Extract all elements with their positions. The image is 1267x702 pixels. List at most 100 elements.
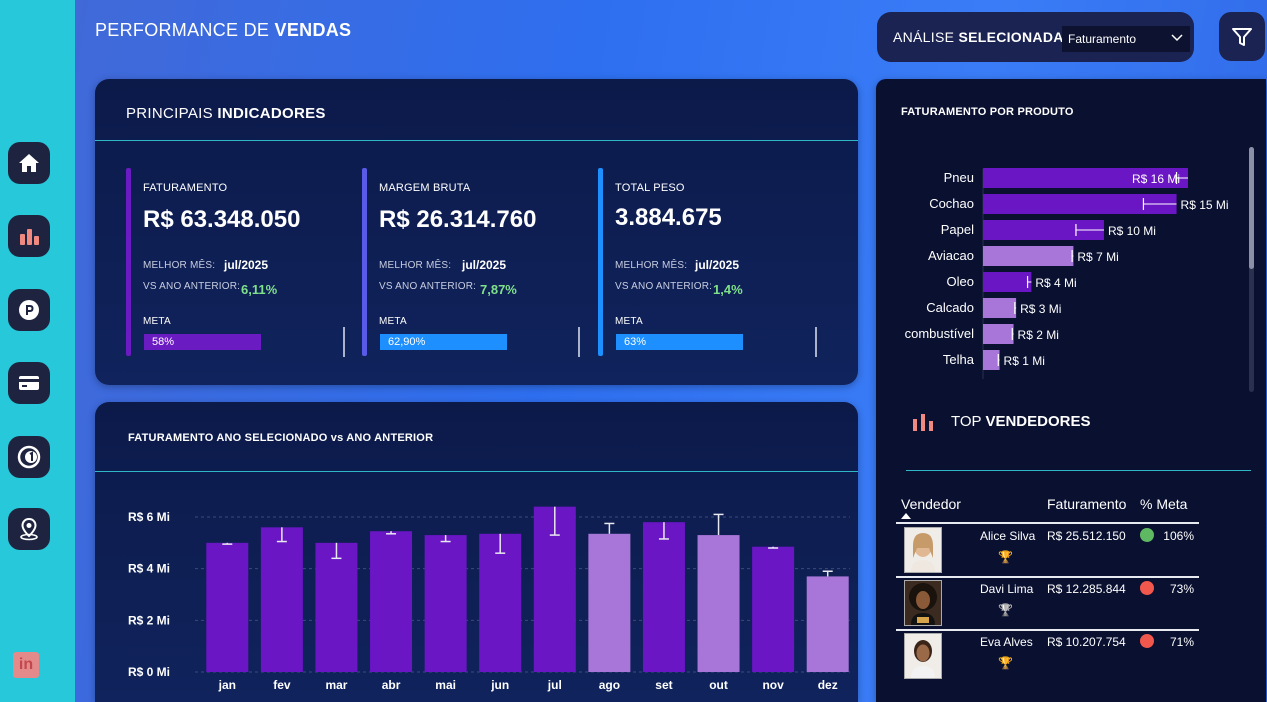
kpi-accent-bar bbox=[362, 168, 367, 356]
parking-icon bbox=[19, 300, 39, 320]
nav-parking-button[interactable] bbox=[8, 289, 50, 331]
best-month-value: jul/2025 bbox=[224, 258, 269, 272]
x-tick-label: abr bbox=[382, 678, 401, 692]
bar-mai bbox=[424, 535, 467, 672]
meta-label: META bbox=[143, 316, 171, 327]
sort-ascending-icon[interactable] bbox=[901, 513, 911, 519]
column-header-faturamento[interactable]: Faturamento bbox=[1047, 496, 1127, 512]
x-tick-label: nov bbox=[762, 678, 784, 692]
bar-abr bbox=[370, 531, 413, 672]
kpi-label: TOTAL PESO bbox=[615, 182, 685, 194]
bar-jun bbox=[479, 533, 522, 672]
avatar bbox=[904, 580, 942, 626]
kpi-panel: PRINCIPAIS INDICADORES FATURAMENTO R$ 63… bbox=[95, 79, 858, 385]
scrollbar-thumb[interactable] bbox=[1249, 147, 1254, 269]
number-one-icon bbox=[17, 445, 41, 469]
seller-name: Davi Lima bbox=[980, 582, 1034, 596]
avatar bbox=[904, 633, 942, 679]
category-label: combustível bbox=[905, 326, 974, 341]
bar-ago bbox=[588, 533, 631, 672]
product-chart-title: FATURAMENTO POR PRODUTO bbox=[901, 106, 1074, 118]
status-dot bbox=[1140, 528, 1154, 542]
bar-fev bbox=[260, 527, 303, 672]
bar-Aviacao bbox=[983, 246, 1074, 266]
analysis-selector: ANÁLISE SELECIONADA: Faturamento bbox=[877, 12, 1194, 62]
category-label: Cochao bbox=[929, 196, 974, 211]
category-label: Telha bbox=[943, 352, 975, 367]
bar-jan bbox=[206, 542, 249, 672]
nav-home-button[interactable] bbox=[8, 142, 50, 184]
x-tick-label: jan bbox=[218, 678, 236, 692]
meta-target-line bbox=[578, 327, 580, 357]
data-label: R$ 4 Mi bbox=[1035, 276, 1076, 290]
top-heading-bold: VENDEDORES bbox=[985, 413, 1091, 430]
data-label: R$ 1 Mi bbox=[1004, 354, 1045, 368]
bar-Oleo bbox=[983, 272, 1032, 292]
top-sellers-heading: TOP VENDEDORES bbox=[951, 413, 1091, 430]
divider bbox=[95, 140, 858, 141]
vs-previous-label: VS ANO ANTERIOR: bbox=[615, 281, 713, 292]
vs-previous-value: 6,11% bbox=[241, 282, 278, 297]
best-month-label: MELHOR MÊS: bbox=[143, 260, 216, 271]
nav-bar-chart-button[interactable] bbox=[8, 215, 50, 257]
meta-progress-bar: 58% bbox=[144, 334, 261, 350]
product-chart-scrollbar[interactable] bbox=[1249, 147, 1254, 392]
seller-meta-pct: 73% bbox=[1169, 582, 1194, 596]
home-icon bbox=[19, 154, 39, 172]
nav-card-button[interactable] bbox=[8, 362, 50, 404]
monthly-chart-panel: FATURAMENTO ANO SELECIONADO vs ANO ANTER… bbox=[95, 402, 858, 702]
meta-target-line bbox=[815, 327, 817, 357]
data-label: R$ 10 Mi bbox=[1108, 224, 1156, 238]
linkedin-icon[interactable]: in bbox=[13, 652, 39, 678]
x-tick-label: dez bbox=[818, 678, 838, 692]
bar-chart-icon bbox=[913, 414, 933, 431]
nav-number-one-button[interactable] bbox=[8, 436, 50, 478]
bar-set bbox=[642, 522, 685, 672]
right-panel: FATURAMENTO POR PRODUTO Pneu R$ 16 Mi Coch… bbox=[876, 79, 1266, 702]
vs-previous-value: 7,87% bbox=[480, 282, 517, 297]
bar-combustível bbox=[983, 324, 1014, 344]
analysis-label-bold: SELECIONADA: bbox=[958, 29, 1069, 45]
kpi-panel-heading: PRINCIPAIS INDICADORES bbox=[126, 105, 326, 122]
kpi-heading-bold: INDICADORES bbox=[217, 105, 326, 122]
column-header-vendedor[interactable]: Vendedor bbox=[901, 496, 961, 512]
page-title-light: PERFORMANCE DE bbox=[95, 20, 275, 40]
bar-nov bbox=[752, 546, 795, 672]
x-tick-label: set bbox=[655, 678, 672, 692]
data-label: R$ 16 Mi bbox=[1132, 172, 1180, 186]
y-tick-label: R$ 6 Mi bbox=[128, 510, 170, 524]
bar-mar bbox=[315, 542, 358, 672]
y-tick-label: R$ 4 Mi bbox=[128, 562, 170, 576]
x-tick-label: ago bbox=[599, 678, 620, 692]
y-tick-label: R$ 2 Mi bbox=[128, 613, 170, 627]
kpi-label: MARGEM BRUTA bbox=[379, 182, 471, 194]
analysis-label: ANÁLISE SELECIONADA: bbox=[893, 29, 1069, 45]
data-label: R$ 2 Mi bbox=[1018, 328, 1059, 342]
meta-progress-bar: 63% bbox=[616, 334, 743, 350]
location-pin-icon bbox=[20, 517, 38, 541]
analysis-dropdown[interactable]: Faturamento bbox=[1062, 26, 1190, 52]
bar-Telha bbox=[983, 350, 1000, 370]
column-header-meta[interactable]: % Meta bbox=[1140, 496, 1188, 512]
kpi-label: FATURAMENTO bbox=[143, 182, 228, 194]
page-title: PERFORMANCE DE VENDAS bbox=[95, 20, 351, 41]
chevron-down-icon bbox=[1171, 34, 1183, 42]
seller-name: Eva Alves bbox=[980, 635, 1033, 649]
filter-button[interactable] bbox=[1219, 12, 1265, 61]
nav-location-button[interactable] bbox=[8, 508, 50, 550]
filter-icon bbox=[1232, 27, 1252, 46]
bar-chart-icon bbox=[20, 229, 39, 245]
seller-revenue: R$ 25.512.150 bbox=[1047, 529, 1126, 543]
bar-Papel bbox=[983, 220, 1104, 240]
analysis-label-light: ANÁLISE bbox=[893, 29, 959, 45]
table-row-divider bbox=[896, 576, 1199, 578]
page-title-bold: VENDAS bbox=[274, 20, 352, 40]
bar-Cochao bbox=[983, 194, 1177, 214]
monthly-bar-chart: R$ 0 Mi R$ 2 Mi R$ 4 Mi R$ 6 Mi jan fev mar abr… bbox=[128, 506, 850, 692]
best-month-label: MELHOR MÊS: bbox=[379, 260, 452, 271]
divider bbox=[95, 471, 858, 472]
meta-label: META bbox=[379, 316, 407, 327]
product-bar-chart: Pneu R$ 16 Mi Cochao R$ 15 Mi Papel R$ 10 Mi A… bbox=[905, 168, 1229, 379]
table-row-divider bbox=[896, 629, 1199, 631]
x-tick-label: fev bbox=[273, 678, 291, 692]
